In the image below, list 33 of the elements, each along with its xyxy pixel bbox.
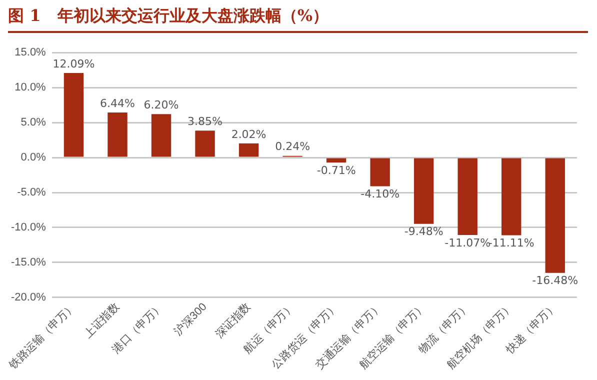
y-tick-label: 15.0% <box>14 46 46 59</box>
bar <box>195 130 215 157</box>
y-tick-label: -5.0% <box>17 186 46 199</box>
data-label: -4.10% <box>360 188 400 201</box>
bar <box>326 158 346 162</box>
data-label: 12.09% <box>52 57 95 70</box>
data-label: -11.07% <box>444 236 491 250</box>
bar <box>370 158 390 186</box>
bar <box>108 112 128 157</box>
data-label: 6.44% <box>100 96 135 110</box>
data-label: 3.85% <box>188 114 222 128</box>
data-label: 6.20% <box>144 98 179 112</box>
x-tick-label: 深证指数 <box>213 300 254 340</box>
y-tick-label: -15.0% <box>10 256 46 268</box>
data-label: 0.24% <box>275 140 310 154</box>
bar <box>414 158 434 224</box>
data-label: -9.48% <box>404 225 444 238</box>
chart-title: 图 1 年初以来交运行业及大盘涨跌幅（%） <box>8 6 588 33</box>
data-label: -0.71% <box>316 164 356 177</box>
data-label: 2.02% <box>231 128 266 141</box>
y-tick-label: -10.0% <box>10 222 46 234</box>
bar <box>64 72 84 157</box>
y-tick-label: 5.0% <box>20 116 46 129</box>
bar <box>151 114 172 157</box>
bar <box>458 158 478 235</box>
bar <box>502 158 522 236</box>
y-tick-label: 0.0% <box>20 152 46 164</box>
y-tick-label: 10.0% <box>14 82 46 94</box>
x-tick-label: 沪深300 <box>172 300 210 338</box>
data-label: -16.48% <box>532 274 578 288</box>
bar <box>545 158 565 273</box>
bar <box>238 143 259 157</box>
data-label: -11.11% <box>488 236 534 250</box>
